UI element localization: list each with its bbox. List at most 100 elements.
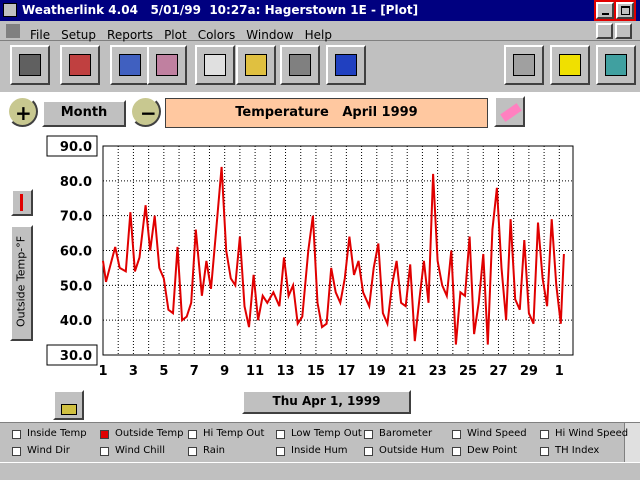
toolbar-icon — [156, 54, 178, 76]
x-tick-label: 1 — [555, 364, 564, 379]
toolbar-button[interactable] — [596, 45, 636, 85]
window-title: Weatherlink 4.04 5/01/99 10:27a: Hagerst… — [22, 3, 419, 17]
legend-checkbox[interactable] — [188, 447, 197, 456]
toolbar — [0, 42, 640, 92]
chart-title: Temperature April 1999 — [165, 98, 488, 128]
series-color-button[interactable] — [11, 189, 33, 216]
app-icon[interactable] — [3, 3, 17, 17]
x-tick-label: 29 — [520, 364, 538, 379]
y-tick-label: 30.0 — [60, 349, 92, 364]
toolbar-button[interactable] — [280, 45, 320, 85]
zoom-out-button[interactable]: − — [130, 96, 161, 127]
toolbar-button[interactable] — [110, 45, 150, 85]
legend-label: Low Temp Out — [291, 428, 362, 439]
legend-label: Outside Hum — [379, 445, 445, 456]
toolbar-icon — [605, 54, 627, 76]
toolbar-icon — [245, 54, 267, 76]
legend-checkbox[interactable] — [540, 430, 549, 439]
y-tick-label: 60.0 — [60, 245, 92, 260]
plot-area: + Month − Temperature April 1999 Outside… — [0, 92, 640, 422]
toolbar-icon — [204, 54, 226, 76]
menu-item[interactable]: File — [30, 28, 51, 42]
close-button[interactable] — [615, 23, 632, 39]
maximize-glyph — [621, 6, 630, 15]
legend-checkbox[interactable] — [276, 430, 285, 439]
menu-item[interactable]: Colors — [197, 28, 236, 42]
legend-checkbox[interactable] — [12, 430, 21, 439]
legend-panel: Inside Temp Outside Temp Hi Temp Out Low Te… — [0, 422, 640, 463]
title-bar: Weatherlink 4.04 5/01/99 10:27a: Hagerst… — [0, 0, 640, 21]
x-tick-label: 23 — [429, 364, 447, 379]
y-tick-label: 80.0 — [60, 175, 92, 190]
y-tick-label: 40.0 — [60, 314, 92, 329]
legend-label: Inside Temp — [27, 428, 87, 439]
restore-button[interactable] — [596, 23, 613, 39]
legend-label: TH Index — [555, 445, 600, 456]
legend-checkbox[interactable] — [540, 447, 549, 456]
menu-item[interactable]: Setup — [61, 28, 97, 42]
x-tick-label: 1 — [98, 364, 107, 379]
legend-scrollbar[interactable] — [624, 423, 640, 463]
legend-checkbox[interactable] — [364, 447, 373, 456]
menu-item[interactable]: Reports — [107, 28, 154, 42]
legend-label: Rain — [203, 445, 225, 456]
erase-button[interactable] — [494, 96, 525, 127]
toolbar-button[interactable] — [60, 45, 100, 85]
x-tick-label: 13 — [276, 364, 294, 379]
menu-item[interactable]: Help — [304, 28, 332, 42]
toolbar-icon — [289, 54, 311, 76]
y-tick-box — [46, 135, 98, 157]
period-button[interactable]: Month — [42, 100, 126, 127]
legend-checkbox[interactable] — [452, 430, 461, 439]
legend-checkbox[interactable] — [276, 447, 285, 456]
status-bar — [0, 462, 640, 480]
y-tick-label: 90.0 — [60, 140, 92, 155]
legend-label: Wind Dir — [27, 445, 70, 456]
y-tick-label: 50.0 — [60, 279, 92, 294]
y-tick-label: 70.0 — [60, 210, 92, 225]
chart: 30.040.050.060.070.080.090.01 3 5 7 9 11 13 15 1… — [46, 135, 574, 379]
lock-button[interactable] — [53, 390, 84, 420]
legend-label: Hi Wind Speed — [555, 428, 629, 439]
legend-label: Outside Temp — [115, 428, 184, 439]
toolbar-icon — [513, 54, 535, 76]
x-tick-label: 15 — [307, 364, 325, 379]
toolbar-button[interactable] — [326, 45, 366, 85]
legend-label: Dew Point — [467, 445, 518, 456]
menu-item[interactable]: Window — [246, 28, 294, 42]
toolbar-icon — [119, 54, 141, 76]
legend-checkbox[interactable] — [364, 430, 373, 439]
legend-checkbox[interactable] — [100, 430, 109, 439]
doc-icon[interactable] — [6, 24, 20, 38]
date-button[interactable]: Thu Apr 1, 1999 — [242, 390, 411, 414]
zoom-in-button[interactable]: + — [7, 96, 38, 127]
minimize-glyph — [602, 13, 609, 15]
toolbar-icon — [19, 54, 41, 76]
toolbar-button[interactable] — [10, 45, 50, 85]
menu-item[interactable]: Plot — [164, 28, 187, 42]
maximize-button[interactable] — [614, 0, 636, 21]
toolbar-button[interactable] — [195, 45, 235, 85]
x-tick-label: 27 — [489, 364, 507, 379]
legend-checkbox[interactable] — [100, 447, 109, 456]
x-tick-label: 21 — [398, 364, 416, 379]
series-color-swatch — [20, 194, 23, 211]
x-tick-label: 17 — [337, 364, 355, 379]
y-tick-box — [46, 344, 98, 366]
x-tick-label: 9 — [220, 364, 229, 379]
x-tick-label: 11 — [246, 364, 264, 379]
menu-list: File Setup Reports Plot Colors Window Help — [30, 24, 343, 43]
legend-checkbox[interactable] — [188, 430, 197, 439]
toolbar-button[interactable] — [147, 45, 187, 85]
toolbar-button[interactable] — [504, 45, 544, 85]
legend-label: Wind Chill — [115, 445, 165, 456]
minimize-button[interactable] — [594, 0, 616, 21]
toolbar-icon — [559, 54, 581, 76]
legend-checkbox[interactable] — [452, 447, 461, 456]
legend-checkbox[interactable] — [12, 447, 21, 456]
toolbar-button[interactable] — [550, 45, 590, 85]
x-tick-label: 19 — [368, 364, 386, 379]
legend-label: Barometer — [379, 428, 433, 439]
toolbar-button[interactable] — [236, 45, 276, 85]
y-label-box: Outside Temp-°F — [10, 225, 33, 341]
